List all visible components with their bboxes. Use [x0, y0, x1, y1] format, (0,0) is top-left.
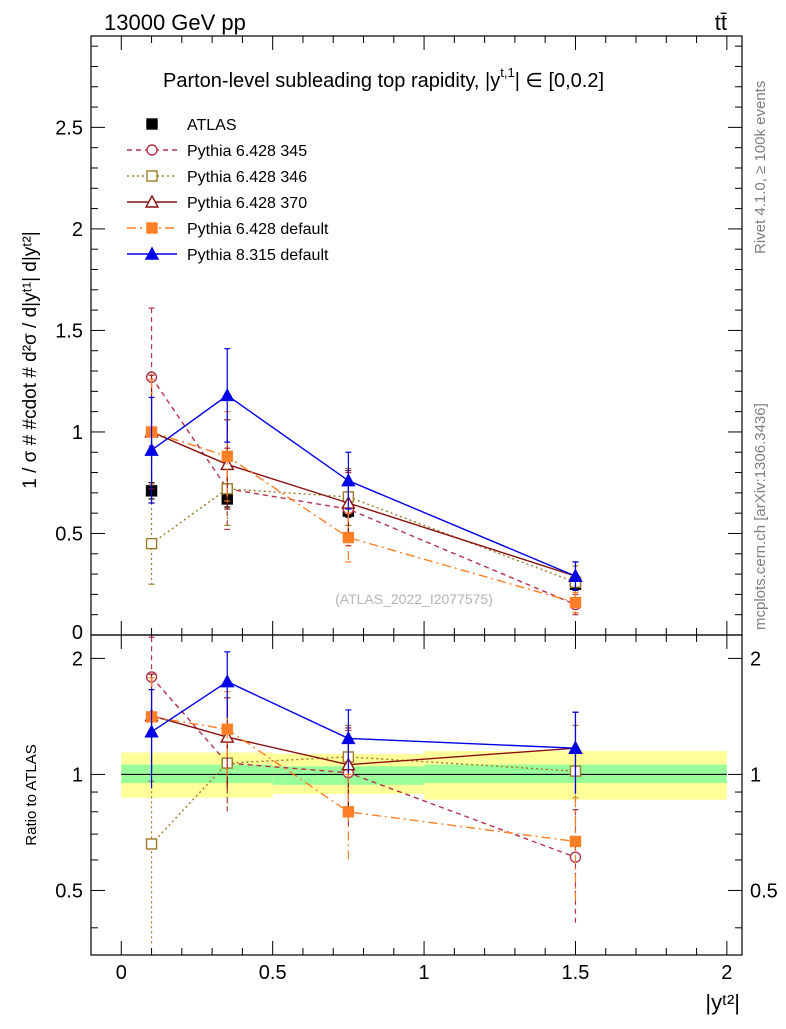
ratio-line: [151, 676, 576, 858]
data-point: [145, 537, 158, 550]
ratio-line: [151, 715, 576, 766]
x-tick-label: 2: [721, 962, 732, 984]
ratio-point: [220, 674, 235, 688]
legend-entry: Pythia 6.428 370: [127, 194, 307, 212]
main-series: [144, 307, 583, 616]
series-line: [151, 431, 576, 577]
ratio-point: [568, 740, 583, 754]
chart-title-tail: | ∈ [0,0.2]: [515, 70, 604, 92]
data-point: [144, 442, 159, 456]
ratio-series: [144, 636, 583, 946]
ratio-y-tick-label: 0.5: [55, 880, 83, 902]
ratio-point: [221, 723, 233, 735]
legend-label: Pythia 6.428 345: [187, 143, 307, 160]
ratio-point: [144, 724, 159, 738]
legend-entry: ATLAS: [146, 117, 237, 134]
legend-entry: Pythia 8.315 default: [127, 246, 329, 264]
series-line: [151, 431, 576, 604]
legend-label: Pythia 6.428 default: [187, 221, 329, 238]
ratio-y-tick-label-right: 2: [750, 648, 761, 670]
data-point: [220, 387, 235, 402]
ratio-point: [569, 835, 582, 848]
x-axis-label: |yᵗ²|: [705, 990, 740, 1015]
ratio-point: [341, 730, 356, 745]
ratio-y-tick-label: 1: [72, 764, 83, 786]
legend-label: Pythia 6.428 346: [187, 169, 307, 186]
legend-entry: Pythia 6.428 345: [127, 143, 307, 160]
data-point: [341, 473, 356, 487]
y-tick-label: 2.5: [55, 117, 83, 139]
legend: ATLAS Pythia 6.428 345 Pythia 6.428 346 Pyt…: [127, 117, 329, 264]
legend-marker: [144, 194, 160, 208]
x-tick-label: 0.5: [259, 962, 287, 984]
process-label: tt̄: [715, 10, 727, 35]
data-point: [569, 596, 582, 609]
ratio-line: [151, 756, 576, 845]
ratio-y-tick-label-right: 1: [750, 764, 761, 786]
y-tick-label: 2: [72, 219, 83, 241]
main-y-axis-label: 1 / σ # #cdot # d²σ / d|yᵗ¹| d|yᵗ²|: [20, 231, 41, 488]
legend-label: Pythia 6.428 370: [187, 195, 307, 212]
ratio-line: [151, 716, 576, 843]
ratio-uncertainty-bands: [121, 751, 727, 800]
ratio-frame: [90, 634, 743, 956]
analysis-watermark: (ATLAS_2022_I2077575): [335, 591, 493, 607]
main-y-axis-label-text: 1 / σ # #cdot # d²σ / d|yᵗ¹| d|yᵗ²|: [20, 231, 41, 488]
legend-entry: Pythia 6.428 default: [127, 221, 329, 238]
ratio-point: [145, 838, 158, 850]
legend-marker: [146, 170, 158, 182]
legend-marker: [146, 222, 158, 234]
series-pythia-8-315-default: [144, 348, 583, 591]
data-point: [568, 568, 583, 582]
x-tick-label: 1: [419, 962, 430, 984]
series-pythia-6-428-345: [145, 307, 582, 616]
series-pythia-6-428-default: [145, 378, 582, 614]
y-tick-label-zero: 0: [72, 622, 83, 644]
data-point: [221, 450, 233, 463]
main-axis-ticks: 0.5 1 1.5 2 2.5 0: [55, 36, 742, 644]
ratio-axis-ticks: 0.5 0.5 1 1 2 2 0 0.5 1 1.5 2: [55, 635, 778, 984]
legend-marker: [146, 118, 158, 130]
rivet-label: Rivet 4.1.0, ≥ 100k events: [752, 81, 769, 254]
series-atlas: [145, 482, 582, 590]
ratio-line: [151, 680, 576, 749]
legend-label: ATLAS: [187, 117, 237, 134]
y-tick-label: 1.5: [55, 320, 83, 342]
legend-marker: [144, 246, 160, 260]
ratio-y-tick-label-right: 0.5: [750, 880, 778, 902]
main-panel: 0.5 1 1.5 2 2.5 0 1 / σ # #cdot # d²σ / d|yᵗ¹…: [20, 35, 743, 644]
ratio-y-tick-label: 2: [72, 648, 83, 670]
x-tick-label: 0: [116, 962, 127, 984]
legend-label: Pythia 8.315 default: [187, 247, 329, 264]
legend-entry: Pythia 6.428 346: [127, 169, 307, 186]
energy-label: 13000 GeV pp: [104, 10, 246, 35]
y-tick-label: 1: [72, 422, 83, 444]
chart-title-main: Parton-level subleading top rapidity, |y: [163, 70, 500, 92]
ratio-series-pythia-8-315-default: [144, 651, 583, 794]
legend-marker: [146, 144, 158, 156]
ratio-point: [342, 806, 355, 818]
y-tick-label: 0.5: [55, 523, 83, 545]
chart-title-sup: t,1: [500, 65, 514, 80]
ratio-y-axis-label: Ratio to ATLAS: [23, 744, 40, 845]
chart-title: Parton-level subleading top rapidity, |y…: [163, 65, 604, 92]
x-tick-label: 1.5: [562, 962, 590, 984]
series-line: [151, 488, 576, 583]
data-point: [342, 531, 355, 544]
series-line: [150, 376, 576, 606]
mcplots-label: mcplots.cern.ch [arXiv:1306.3436]: [752, 403, 769, 630]
ratio-panel: 0.5 0.5 1 1 2 2 0 0.5 1 1.5 2 Ratio to ATLAS |yᵗ²|: [23, 634, 778, 1015]
series-line: [151, 394, 576, 577]
series-pythia-6-428-346: [145, 451, 582, 600]
